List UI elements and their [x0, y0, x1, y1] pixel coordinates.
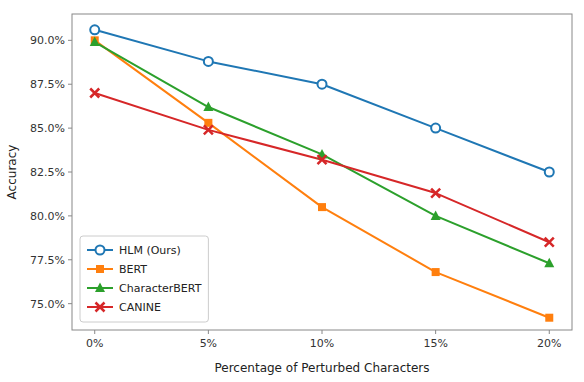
legend-label: CharacterBERT [119, 282, 202, 295]
point [90, 89, 99, 98]
point [545, 168, 554, 177]
point [203, 102, 213, 112]
plot-frame [72, 14, 572, 330]
x-tick-label: 15% [423, 337, 447, 350]
point [431, 210, 441, 220]
x-tick-label: 0% [86, 337, 103, 350]
y-tick-label: 90.0% [30, 34, 65, 47]
legend-label: BERT [119, 263, 147, 276]
series-line [95, 42, 550, 263]
y-tick [68, 172, 72, 173]
y-tick [68, 259, 72, 260]
point [431, 124, 440, 133]
point [545, 314, 553, 322]
legend-label: HLM (Ours) [119, 244, 181, 257]
point [318, 203, 326, 211]
y-tick [68, 303, 72, 304]
point [318, 80, 327, 89]
y-tick-label: 80.0% [30, 210, 65, 223]
legend-box [80, 236, 208, 322]
y-tick-label: 82.5% [30, 166, 65, 179]
y-tick-label: 87.5% [30, 78, 65, 91]
point [90, 37, 100, 47]
x-tick [549, 330, 550, 334]
legend-marker [96, 265, 104, 273]
x-tick-label: 10% [310, 337, 334, 350]
chart: 75.0% 77.5% 80.0% 82.5% 85.0% 87.5% 90.0% 0% 5% 1… [0, 0, 584, 382]
legend-marker [96, 246, 105, 255]
y-tick [68, 128, 72, 129]
legend-marker [96, 303, 105, 312]
point [431, 189, 440, 198]
y-tick-label: 85.0% [30, 122, 65, 135]
x-tick [94, 330, 95, 334]
x-tick [208, 330, 209, 334]
x-tick-label: 5% [200, 337, 217, 350]
legend: HLM (Ours) BERT CharacterBERT CANINE [80, 236, 208, 322]
legend-marker [95, 283, 105, 293]
point [545, 238, 554, 247]
point [544, 258, 554, 268]
point [432, 268, 440, 276]
y-tick-label: 75.0% [30, 298, 65, 311]
series-line [95, 93, 550, 242]
x-tick [435, 330, 436, 334]
x-tick [322, 330, 323, 334]
x-axis-label: Percentage of Perturbed Characters [215, 361, 430, 375]
legend-label: CANINE [119, 301, 161, 314]
y-tick [68, 215, 72, 216]
point [90, 25, 99, 34]
y-tick [68, 40, 72, 41]
y-tick-label: 77.5% [30, 254, 65, 267]
y-axis-label: Accuracy [5, 145, 19, 200]
x-tick-label: 20% [537, 337, 561, 350]
point [318, 155, 327, 164]
y-tick [68, 84, 72, 85]
point [204, 125, 213, 134]
series-line [95, 30, 550, 172]
point [204, 57, 213, 66]
